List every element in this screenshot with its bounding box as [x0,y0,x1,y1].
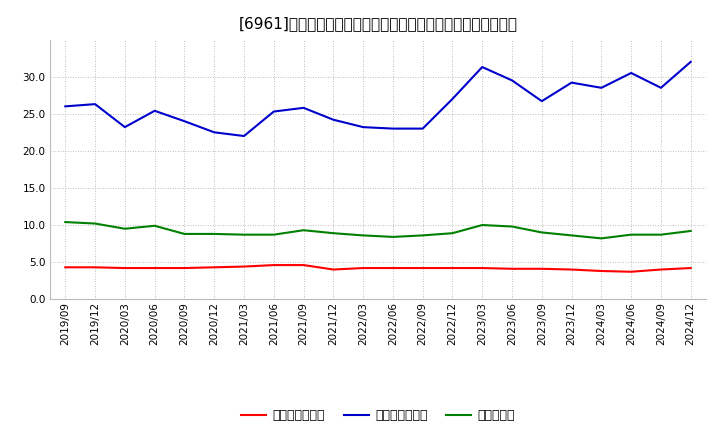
買入債務回転率 [269,109,278,114]
在庫回転率 [418,233,427,238]
売上債権回転率 [478,265,487,271]
買入債務回転率 [538,99,546,104]
在庫回転率 [389,234,397,239]
買入債務回転率 [448,96,456,102]
売上債権回転率 [269,262,278,268]
在庫回転率 [686,228,695,234]
買入債務回転率 [389,126,397,131]
Line: 在庫回転率: 在庫回転率 [66,222,690,238]
在庫回転率 [120,226,129,231]
Legend: 売上債権回転率, 買入債務回転率, 在庫回転率: 売上債権回転率, 買入債務回転率, 在庫回転率 [236,404,520,427]
売上債権回転率 [538,266,546,271]
売上債権回転率 [389,265,397,271]
売上債権回転率 [448,265,456,271]
在庫回転率 [180,231,189,237]
売上債権回転率 [91,265,99,270]
在庫回転率 [269,232,278,237]
買入債務回転率 [508,78,516,83]
在庫回転率 [91,221,99,226]
在庫回転率 [329,231,338,236]
Line: 売上債権回転率: 売上債権回転率 [66,265,690,272]
買入債務回転率 [329,117,338,122]
売上債権回転率 [300,262,308,268]
在庫回転率 [478,222,487,227]
買入債務回転率 [627,70,636,76]
買入債務回転率 [686,59,695,65]
買入債務回転率 [210,130,219,135]
在庫回転率 [61,220,70,225]
買入債務回転率 [150,108,159,114]
売上債権回転率 [61,265,70,270]
買入債務回転率 [567,80,576,85]
売上債権回転率 [210,265,219,270]
在庫回転率 [567,233,576,238]
Line: 買入債務回転率: 買入債務回転率 [66,62,690,136]
売上債権回転率 [657,267,665,272]
買入債務回転率 [180,118,189,124]
在庫回転率 [657,232,665,237]
買入債務回転率 [359,125,367,130]
在庫回転率 [359,233,367,238]
Title: [6961]　売上債権回転率、買入債務回転率、在庫回転率の推移: [6961] 売上債権回転率、買入債務回転率、在庫回転率の推移 [238,16,518,32]
買入債務回転率 [657,85,665,91]
売上債権回転率 [567,267,576,272]
買入債務回転率 [478,64,487,70]
在庫回転率 [300,227,308,233]
買入債務回転率 [300,105,308,110]
買入債務回転率 [240,133,248,139]
在庫回転率 [240,232,248,237]
売上債権回転率 [359,265,367,271]
買入債務回転率 [120,125,129,130]
在庫回転率 [538,230,546,235]
買入債務回転率 [91,102,99,107]
買入債務回転率 [61,104,70,109]
売上債権回転率 [150,265,159,271]
在庫回転率 [627,232,636,237]
売上債権回転率 [686,265,695,271]
在庫回転率 [150,223,159,228]
売上債権回転率 [508,266,516,271]
在庫回転率 [448,231,456,236]
在庫回転率 [597,236,606,241]
売上債権回転率 [418,265,427,271]
売上債権回転率 [329,267,338,272]
売上債権回転率 [240,264,248,269]
売上債権回転率 [120,265,129,271]
売上債権回転率 [180,265,189,271]
在庫回転率 [508,224,516,229]
買入債務回転率 [597,85,606,91]
買入債務回転率 [418,126,427,131]
売上債権回転率 [597,268,606,274]
売上債権回転率 [627,269,636,275]
在庫回転率 [210,231,219,237]
